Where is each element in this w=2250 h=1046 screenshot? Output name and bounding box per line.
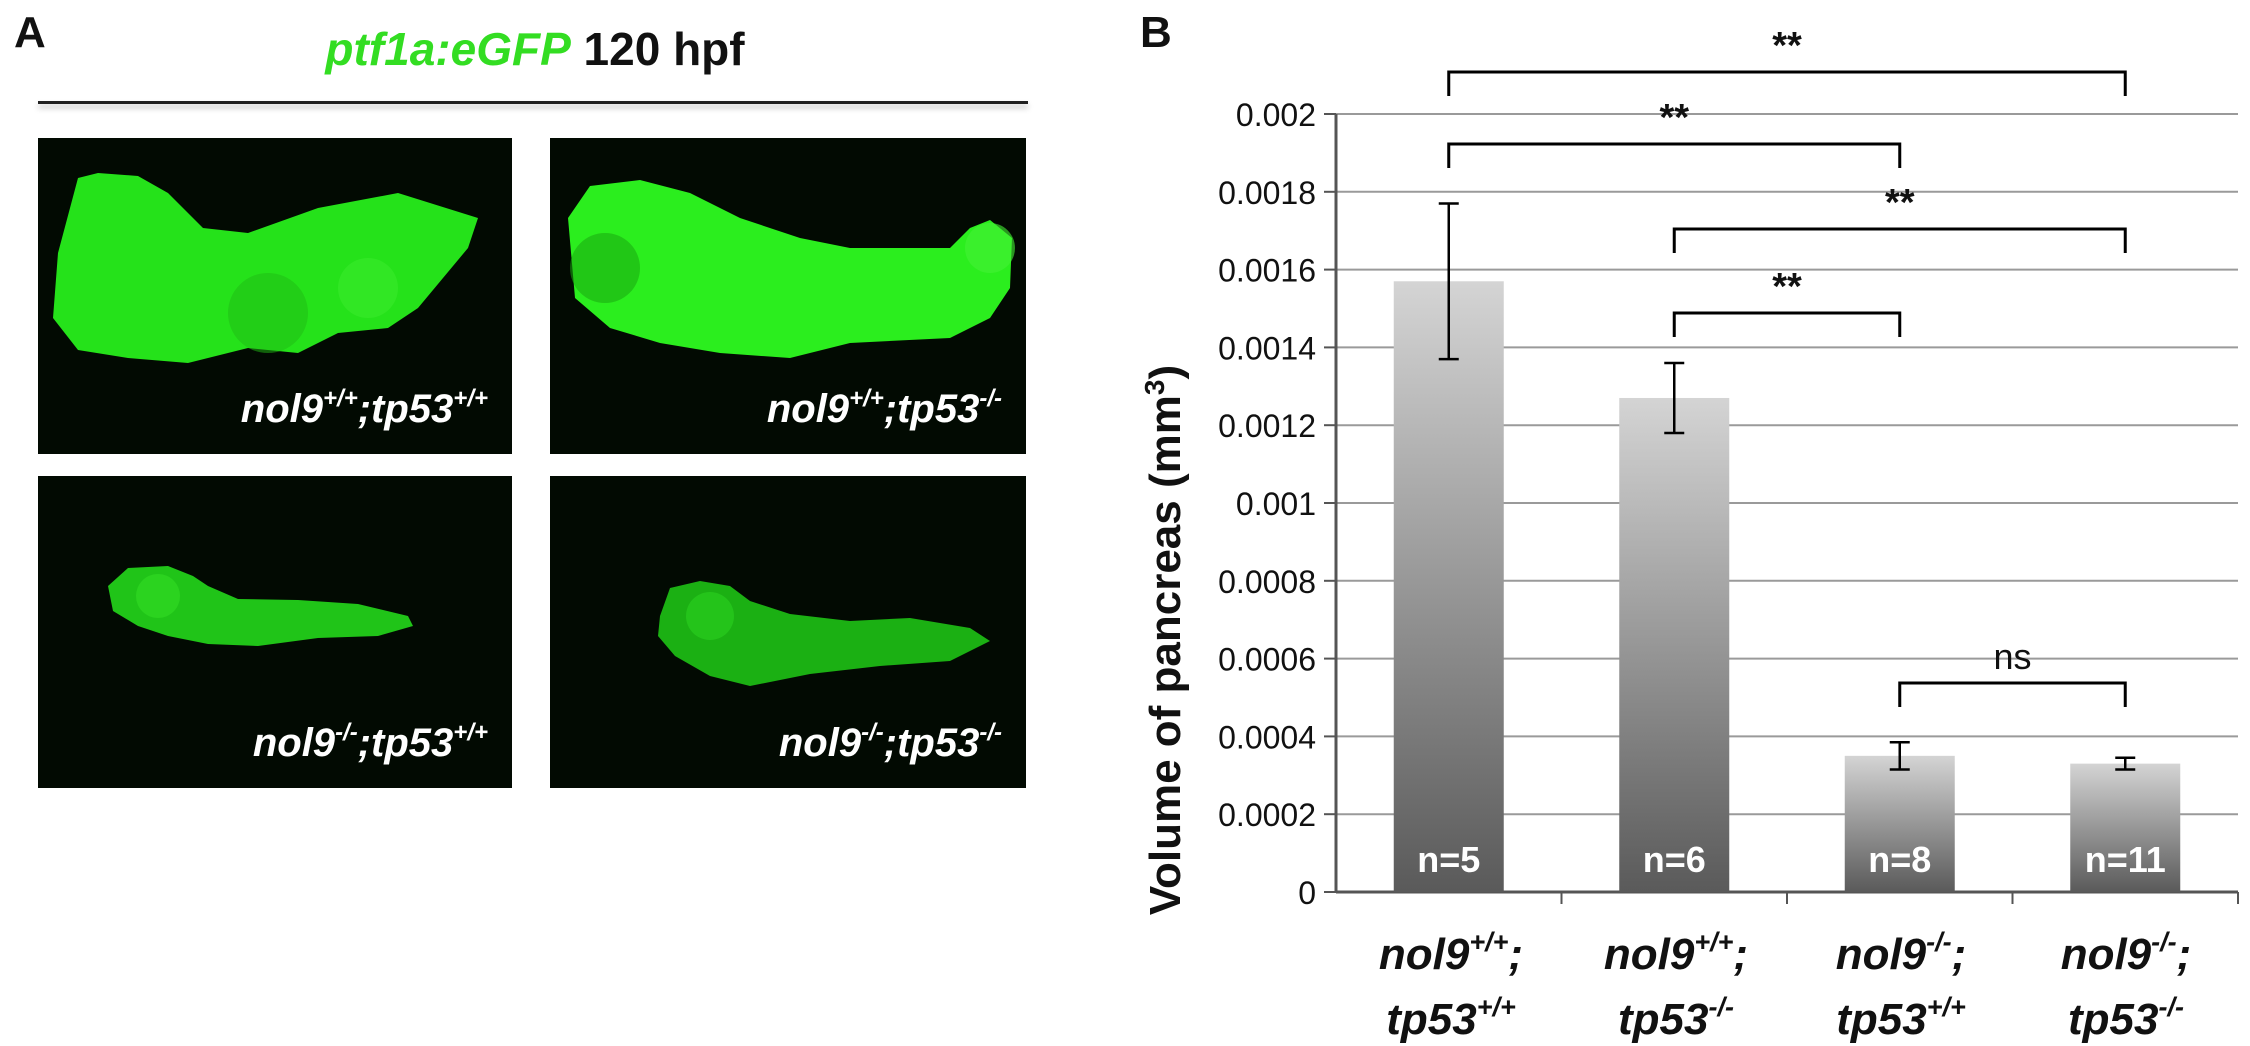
y-tick-label: 0 (1298, 875, 1316, 911)
y-tick-label: 0.001 (1236, 486, 1316, 522)
genotype-label: nol9-/-;tp53+/+ (252, 719, 488, 765)
y-tick-label: 0.0012 (1218, 408, 1316, 444)
significance-label: ** (1772, 266, 1802, 308)
micrograph-mut-wt: nol9-/-;tp53+/+ (38, 476, 512, 788)
significance-label: ** (1772, 25, 1802, 67)
panel-a-title-reporter: ptf1a:eGFP (325, 23, 571, 75)
significance-bracket (1447, 142, 1902, 168)
y-axis-label: Volume of pancreas (mm3) (1139, 365, 1190, 915)
genotype-label: nol9-/-;tp53-/- (778, 719, 1002, 765)
bar (1844, 755, 1955, 892)
genotype-label: nol9+/+;tp53+/+ (240, 385, 488, 431)
y-tick-label: 0.0004 (1218, 719, 1316, 755)
bar (1393, 281, 1504, 892)
panel-a-letter: A (14, 8, 46, 57)
significance-label: ns (1993, 636, 2031, 677)
y-tick-label: 0.0014 (1218, 330, 1316, 366)
significance-bracket (1672, 227, 2127, 253)
panel-a-title: ptf1a:eGFP 120 hpf (40, 22, 1030, 76)
pancreas-fluorescence-image (550, 476, 1026, 788)
error-bars (1438, 202, 2136, 771)
y-tick-label: 0.0002 (1218, 797, 1316, 833)
y-tick-label: 0.0018 (1218, 175, 1316, 211)
pancreas-fluorescence-image (550, 138, 1026, 454)
panel-b-letter: B (1140, 8, 1172, 57)
bars (1393, 281, 2181, 892)
sample-size-label: n=6 (1643, 839, 1706, 880)
sample-size-label: n=11 (2085, 839, 2166, 880)
pancreas-fluorescence-image (38, 138, 512, 454)
sample-size-label: n=5 (1417, 839, 1480, 880)
significance-bracket (1898, 681, 2127, 707)
significance-bracket (1672, 311, 1902, 337)
x-category-label: nol9-/-; tp53-/- (2060, 927, 2192, 1044)
bar (2070, 763, 2181, 892)
y-tick-labels: 0 0.0002 0.0004 0.0006 0.0008 0.001 0.0012 0.00… (1218, 97, 1316, 911)
bar (1619, 397, 1730, 892)
y-tick-label: 0.0008 (1218, 564, 1316, 600)
x-category-label: nol9-/-; tp53+/+ (1835, 927, 1967, 1044)
y-tick-label: 0.0016 (1218, 253, 1316, 289)
micrograph-wt-mut: nol9+/+;tp53-/- (550, 138, 1026, 454)
sample-size-label: n=8 (1868, 839, 1931, 880)
panel-a-title-stage: 120 hpf (570, 23, 745, 75)
significance-label: ** (1885, 182, 1915, 224)
significance-brackets: ** ** ** ** ns (1447, 25, 2127, 707)
significance-label: ** (1659, 97, 1689, 139)
y-tick-label: 0.0006 (1218, 642, 1316, 678)
x-category-label: nol9+/+; tp53-/- (1603, 927, 1749, 1044)
panel-a-divider (38, 101, 1028, 104)
sample-size-labels: n=5 n=6 n=8 n=11 (1417, 839, 2166, 880)
x-category-label: nol9+/+; tp53+/+ (1378, 927, 1524, 1044)
significance-bracket (1447, 70, 2127, 96)
pancreas-fluorescence-image (38, 476, 512, 788)
micrograph-wt-wt: nol9+/+;tp53+/+ (38, 138, 512, 454)
genotype-label: nol9+/+;tp53-/- (766, 385, 1002, 431)
micrograph-mut-mut: nol9-/-;tp53-/- (550, 476, 1026, 788)
y-tick-label: 0.002 (1236, 97, 1316, 133)
